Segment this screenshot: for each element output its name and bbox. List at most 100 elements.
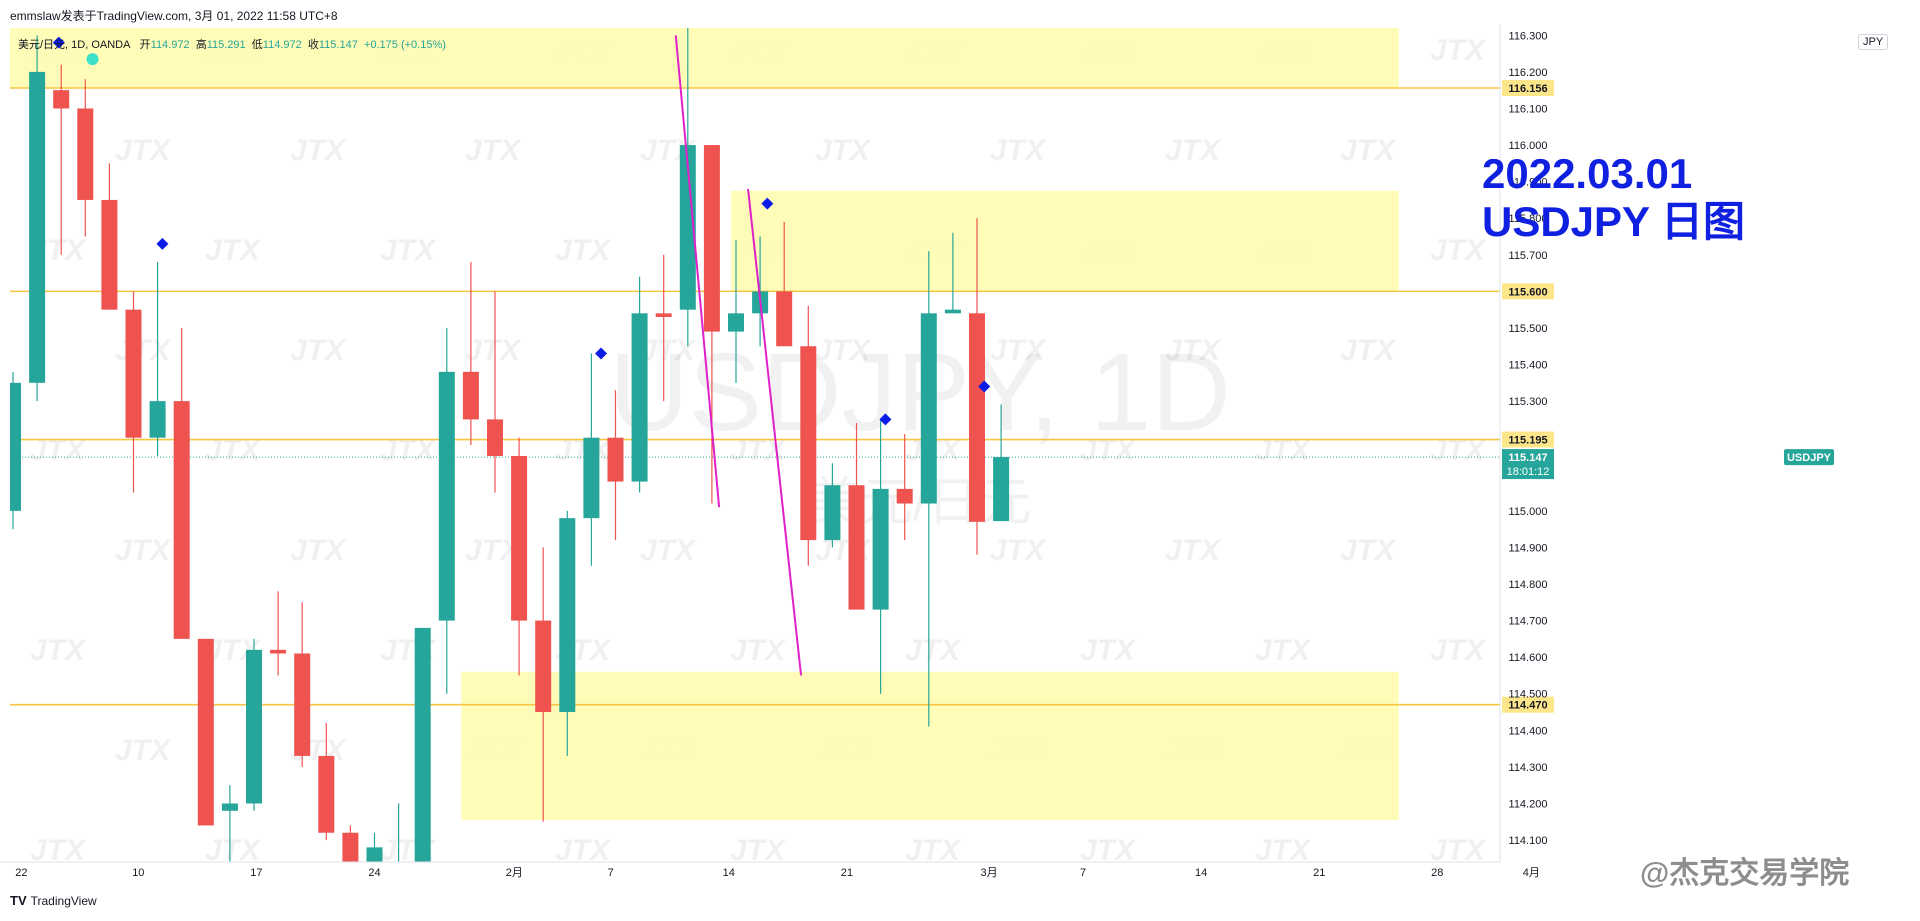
supply-demand-zone	[10, 28, 1399, 88]
time-tick-label: 10	[132, 867, 144, 879]
watermark-logo: JTX	[1165, 534, 1222, 567]
candle	[294, 602, 311, 767]
watermark-logo: JTX	[290, 334, 347, 367]
time-tick-label: 3月	[980, 867, 997, 879]
candle	[607, 390, 624, 541]
supply-demand-zone	[461, 671, 1399, 820]
currency-button[interactable]: JPY	[1858, 34, 1889, 50]
time-tick-label: 21	[841, 867, 853, 879]
price-tick-label: 114.700	[1509, 616, 1548, 628]
diamond-marker	[978, 380, 991, 393]
publisher-line: emmslaw发表于TradingView.com, 3月 01, 2022 1…	[10, 9, 338, 23]
candle-body	[270, 649, 287, 654]
price-tick-label: 115.700	[1509, 250, 1548, 262]
candle	[149, 262, 166, 456]
candle-body	[197, 638, 214, 826]
candle-body	[920, 313, 937, 504]
time-tick-label: 28	[1431, 867, 1443, 879]
candle	[10, 371, 21, 530]
brand-watermark: @杰克交易学院	[1640, 857, 1850, 890]
price-tick-label: 116.300	[1509, 30, 1548, 42]
price-tick-label: 115.800	[1509, 213, 1548, 225]
level-price-label: 116.156	[1508, 83, 1547, 95]
candle	[969, 218, 985, 555]
candle-body	[559, 518, 576, 713]
close-value: 115.147	[318, 39, 358, 51]
candle	[53, 64, 70, 255]
time-tick-label: 17	[250, 867, 262, 879]
candle	[366, 832, 383, 862]
candle-body	[414, 627, 431, 862]
candle-body	[728, 313, 744, 332]
ohlc-info: 美元/日元, 1D, OANDA 开114.972 高115.291 低114.…	[18, 36, 446, 52]
watermark-logo: JTX	[990, 134, 1047, 167]
level-price-label: 114.470	[1508, 700, 1547, 712]
change-value: +0.175 (+0.15%)	[363, 39, 446, 51]
watermark-logo: JTX	[1340, 134, 1397, 167]
level-price-tag	[1502, 696, 1554, 713]
price-tick-label: 114.800	[1509, 579, 1548, 591]
low-label: 低	[251, 39, 263, 51]
level-price-label: 115.195	[1508, 435, 1547, 447]
symbol-tag-label: USDJPY	[1787, 452, 1832, 464]
candle-body	[824, 485, 841, 541]
time-tick-label: 14	[723, 867, 735, 879]
watermark-logo: JTX	[115, 134, 172, 167]
candle	[197, 638, 214, 826]
candle	[535, 547, 552, 822]
candle-body	[487, 419, 503, 456]
candle-body	[848, 485, 865, 610]
candle-body	[366, 847, 383, 862]
candle-layer	[10, 28, 1010, 862]
candle	[679, 28, 696, 347]
candle	[246, 638, 262, 811]
candle	[800, 306, 817, 566]
high-value: 115.291	[206, 39, 246, 51]
candle-body	[944, 309, 961, 314]
candle	[824, 463, 841, 548]
price-tick-label: 114.400	[1509, 725, 1548, 737]
candle-body	[246, 649, 262, 804]
time-tick-label: 7	[608, 867, 614, 879]
candle-body	[221, 803, 238, 811]
price-tick-label: 114.200	[1509, 798, 1548, 810]
candle	[318, 723, 335, 841]
candle-body	[342, 832, 359, 862]
candle	[438, 327, 455, 694]
publisher-bar: emmslaw发表于TradingView.com, 3月 01, 2022 1…	[0, 0, 1920, 28]
candle	[414, 627, 431, 862]
diamond-marker	[879, 413, 892, 426]
candle	[487, 291, 503, 493]
candle	[703, 145, 720, 504]
watermark-logo: JTX	[555, 234, 612, 267]
candle-body	[583, 437, 600, 519]
last-price-label: 115.147	[1508, 452, 1547, 464]
watermark-logo: JTX	[905, 634, 962, 667]
zone-layer	[10, 28, 1399, 820]
candle	[848, 423, 865, 610]
candle	[776, 221, 793, 347]
watermark-logo: JTX	[115, 334, 172, 367]
candle-body	[462, 371, 479, 420]
price-tick-label: 116.200	[1509, 67, 1548, 79]
footer-label[interactable]: TradingView	[30, 893, 97, 908]
level-price-label: 115.600	[1508, 286, 1547, 298]
time-tick-label: 21	[1313, 867, 1325, 879]
overlay-title: 2022.03.01 USDJPY 日图	[1482, 150, 1745, 246]
symbol-line[interactable]: 美元/日元, 1D, OANDA	[18, 39, 131, 51]
candle	[944, 232, 961, 314]
watermark-logo: JTX	[1255, 634, 1312, 667]
candle-body	[101, 199, 118, 310]
overlay-symbol: USDJPY 日图	[1482, 198, 1745, 245]
tradingview-logo-icon: TV	[10, 893, 27, 908]
watermark-logo: JTX	[640, 334, 697, 367]
watermark-logo: JTX	[290, 534, 347, 567]
candle-body	[125, 309, 142, 438]
watermark-logo: JTX	[465, 134, 522, 167]
candle-body	[872, 488, 889, 610]
low-value: 114.972	[262, 39, 302, 51]
candle	[101, 163, 118, 310]
candle-body	[438, 371, 455, 621]
dot-marker	[86, 53, 99, 66]
